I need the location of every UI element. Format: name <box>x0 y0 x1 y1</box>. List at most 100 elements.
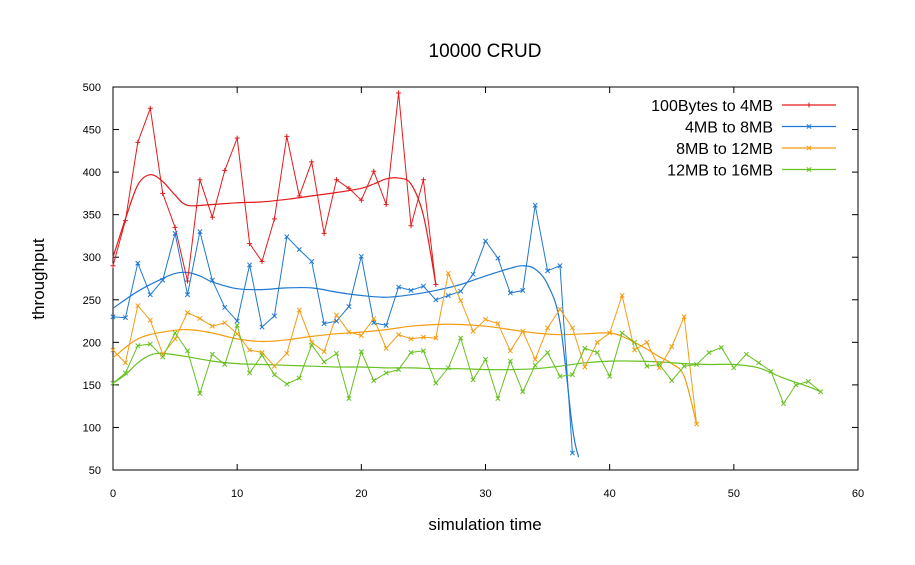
data-point-100bytes-to-4mb <box>172 224 178 230</box>
data-point-8mb-to-12mb <box>284 350 290 356</box>
legend-marker-100bytes-to-4mb <box>806 102 812 108</box>
y-tick-label: 500 <box>83 82 101 94</box>
legend: 100Bytes to 4MB 4MB to 8MB 8MB to 12MB 12MB… <box>651 98 836 180</box>
data-point-8mb-to-12mb <box>594 339 600 345</box>
data-point-100bytes-to-4mb <box>209 214 215 220</box>
data-point-100bytes-to-4mb <box>371 168 377 174</box>
data-point-100bytes-to-4mb <box>271 216 277 222</box>
data-point-4mb-to-8mb <box>346 304 352 310</box>
data-point-100bytes-to-4mb <box>321 230 327 236</box>
data-point-12mb-to-16mb <box>569 372 575 378</box>
data-point-12mb-to-16mb <box>694 361 700 368</box>
data-point-12mb-to-16mb <box>396 367 402 373</box>
y-tick-label: 50 <box>89 465 101 477</box>
data-point-12mb-to-16mb <box>644 363 650 369</box>
x-tick-label: 60 <box>852 488 864 500</box>
data-point-100bytes-to-4mb <box>197 177 203 183</box>
data-point-12mb-to-16mb <box>768 368 774 374</box>
data-point-4mb-to-8mb <box>532 202 538 208</box>
data-point-12mb-to-16mb <box>706 349 712 356</box>
data-point-8mb-to-12mb <box>110 347 116 353</box>
series-line-100bytes-to-4mb <box>112 92 437 285</box>
data-point-8mb-to-12mb <box>383 345 389 351</box>
data-point-8mb-to-12mb <box>222 320 228 326</box>
data-point-12mb-to-16mb <box>383 370 389 376</box>
data-point-4mb-to-8mb <box>458 288 464 294</box>
data-point-12mb-to-16mb <box>309 342 315 348</box>
data-point-12mb-to-16mb <box>321 359 327 365</box>
data-point-4mb-to-8mb <box>184 292 191 298</box>
data-point-4mb-to-8mb <box>557 263 563 269</box>
data-point-12mb-to-16mb <box>371 378 377 384</box>
data-point-8mb-to-12mb <box>631 347 638 353</box>
data-point-4mb-to-8mb <box>209 277 215 283</box>
y-tick-label: 350 <box>83 210 101 222</box>
data-point-4mb-to-8mb <box>222 304 228 310</box>
data-point-8mb-to-12mb <box>135 303 141 309</box>
data-point-100bytes-to-4mb <box>122 218 128 224</box>
data-point-4mb-to-8mb <box>110 314 116 320</box>
data-point-8mb-to-12mb <box>470 328 476 334</box>
legend-marker-4mb-to-8mb <box>806 123 812 130</box>
data-point-12mb-to-16mb <box>731 365 737 371</box>
legend-item-100bytes-to-4mb: 100Bytes to 4MB <box>651 98 836 115</box>
data-point-12mb-to-16mb <box>470 377 476 383</box>
data-point-12mb-to-16mb <box>793 382 799 388</box>
data-point-8mb-to-12mb <box>582 364 588 370</box>
data-point-12mb-to-16mb <box>160 354 166 360</box>
legend-label: 100Bytes to 4MB <box>651 98 773 115</box>
data-point-100bytes-to-4mb <box>110 263 116 269</box>
data-point-12mb-to-16mb <box>122 370 128 376</box>
data-point-100bytes-to-4mb <box>185 278 190 284</box>
data-point-100bytes-to-4mb <box>284 133 290 139</box>
y-tick-label: 150 <box>83 380 101 392</box>
data-point-100bytes-to-4mb <box>433 281 439 287</box>
data-point-4mb-to-8mb <box>545 268 551 274</box>
data-point-8mb-to-12mb <box>420 334 426 340</box>
y-tick-label: 250 <box>83 295 101 307</box>
x-tick-label: 50 <box>728 488 740 500</box>
data-point-100bytes-to-4mb <box>346 185 352 191</box>
data-point-100bytes-to-4mb <box>396 90 402 96</box>
data-point-4mb-to-8mb <box>284 234 290 240</box>
data-point-8mb-to-12mb <box>557 306 563 312</box>
data-point-12mb-to-16mb <box>184 348 191 354</box>
data-point-4mb-to-8mb <box>259 324 265 330</box>
data-point-4mb-to-8mb <box>247 262 253 268</box>
data-point-8mb-to-12mb <box>321 349 327 355</box>
data-point-4mb-to-8mb <box>135 260 141 266</box>
data-point-100bytes-to-4mb <box>135 139 141 145</box>
data-point-100bytes-to-4mb <box>383 201 389 207</box>
data-point-8mb-to-12mb <box>681 314 687 320</box>
series-line-4mb-to-8mb <box>112 205 573 454</box>
data-point-4mb-to-8mb <box>569 450 575 456</box>
data-point-100bytes-to-4mb <box>259 258 265 264</box>
data-point-12mb-to-16mb <box>669 378 675 384</box>
y-tick-label: 300 <box>83 252 101 264</box>
y-axis-label: throughput <box>29 238 48 320</box>
data-point-12mb-to-16mb <box>222 361 228 368</box>
legend-item-12mb-to-16mb: 12MB to 16MB <box>667 163 836 180</box>
data-point-100bytes-to-4mb <box>296 193 302 199</box>
data-point-12mb-to-16mb <box>582 345 588 351</box>
data-point-12mb-to-16mb <box>656 361 662 368</box>
data-point-8mb-to-12mb <box>482 316 489 322</box>
data-point-8mb-to-12mb <box>333 312 340 318</box>
data-point-12mb-to-16mb <box>458 335 464 341</box>
data-point-8mb-to-12mb <box>247 347 253 353</box>
data-point-12mb-to-16mb <box>557 373 563 379</box>
data-point-4mb-to-8mb <box>507 290 513 296</box>
data-point-8mb-to-12mb <box>458 298 464 304</box>
data-point-100bytes-to-4mb <box>234 135 240 141</box>
data-point-12mb-to-16mb <box>718 344 724 350</box>
data-point-8mb-to-12mb <box>209 323 215 329</box>
x-tick-label: 10 <box>231 488 243 500</box>
data-point-8mb-to-12mb <box>520 328 526 334</box>
data-point-4mb-to-8mb <box>520 287 526 293</box>
data-point-4mb-to-8mb <box>445 292 451 299</box>
data-point-8mb-to-12mb <box>445 270 451 276</box>
data-point-12mb-to-16mb <box>408 349 414 356</box>
data-point-4mb-to-8mb <box>333 318 340 324</box>
legend-marker-8mb-to-12mb <box>806 145 812 151</box>
